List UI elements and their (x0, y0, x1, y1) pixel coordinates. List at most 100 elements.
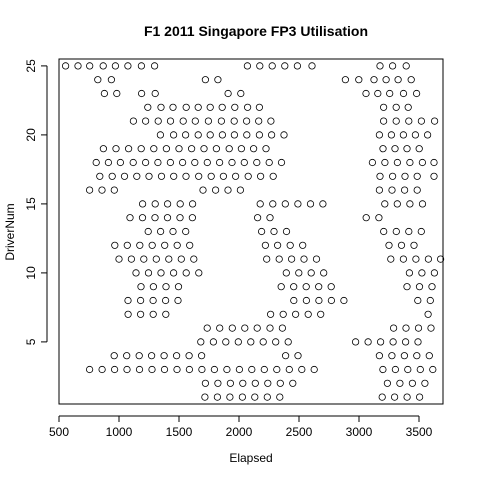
data-points (61, 62, 445, 401)
data-point (387, 255, 395, 263)
data-point (194, 131, 202, 139)
data-point (111, 241, 119, 249)
data-point (282, 227, 291, 236)
x-axis: 500 1000 1500 2000 2500 3000 3500 (49, 415, 433, 439)
data-point (294, 200, 302, 208)
data-point (144, 227, 152, 236)
data-point (281, 200, 289, 208)
data-point (218, 131, 226, 139)
data-point (267, 117, 275, 125)
data-point (273, 241, 282, 249)
data-point (182, 103, 190, 111)
data-point (393, 158, 401, 167)
data-point (436, 255, 445, 263)
data-point (176, 214, 184, 222)
y-tick-label: 15 (24, 197, 38, 211)
data-point (132, 269, 140, 277)
data-point (197, 338, 205, 346)
data-point (256, 62, 264, 70)
data-point (257, 227, 266, 236)
data-point (111, 365, 119, 374)
data-point (191, 117, 199, 125)
data-point (149, 310, 157, 318)
data-point (120, 172, 129, 180)
data-point (189, 200, 197, 208)
data-point (154, 117, 162, 125)
data-point (403, 145, 411, 153)
data-point (362, 89, 370, 98)
data-point (389, 338, 397, 346)
data-point (406, 158, 414, 167)
data-point (248, 365, 256, 374)
data-point (399, 89, 408, 98)
data-point (302, 283, 310, 291)
data-point (404, 365, 412, 374)
data-point (390, 393, 399, 401)
data-point (410, 241, 418, 249)
data-point (281, 352, 290, 360)
data-point (266, 324, 274, 332)
data-point (407, 76, 415, 84)
data-point (262, 145, 270, 153)
y-axis: 5 10 15 20 25 (24, 59, 48, 345)
data-point (290, 283, 298, 291)
data-point (113, 89, 121, 98)
data-point (413, 352, 421, 360)
data-point (144, 269, 153, 277)
data-point (123, 365, 131, 374)
data-point (161, 241, 169, 249)
data-point (162, 296, 170, 305)
data-point (394, 76, 402, 84)
data-point (142, 117, 150, 125)
data-point (151, 89, 159, 98)
data-point (154, 158, 162, 167)
data-point (198, 352, 206, 360)
data-point (218, 103, 226, 111)
data-point (170, 172, 178, 180)
data-point (273, 365, 281, 374)
data-point (230, 117, 238, 125)
data-point (428, 283, 436, 291)
data-point (364, 338, 372, 346)
data-point (374, 89, 382, 98)
data-point (401, 338, 410, 346)
data-point (200, 145, 208, 153)
data-point (402, 324, 410, 332)
data-point (240, 158, 248, 167)
data-point (388, 186, 396, 194)
data-point (145, 172, 153, 180)
data-point (404, 103, 412, 111)
data-point (86, 186, 94, 194)
data-point (430, 269, 438, 277)
data-point (388, 62, 397, 70)
data-point (151, 62, 159, 70)
data-point (284, 338, 292, 346)
data-point (251, 393, 259, 401)
data-point (417, 117, 425, 125)
data-point (424, 255, 432, 263)
data-point (250, 145, 258, 153)
y-axis-label: DriverNum (3, 203, 17, 260)
data-point (417, 227, 425, 236)
data-point (243, 131, 251, 139)
x-tick-label: 2000 (226, 425, 253, 439)
data-point (125, 145, 133, 153)
data-point (136, 241, 144, 249)
data-point (424, 310, 432, 318)
data-point (164, 200, 172, 208)
data-point (327, 296, 335, 305)
data-point (99, 62, 107, 70)
data-point (129, 117, 137, 125)
data-point (110, 352, 118, 360)
data-point (151, 200, 159, 208)
x-tick-label: 500 (49, 425, 69, 439)
x-tick-label: 1500 (166, 425, 193, 439)
data-point (241, 324, 249, 332)
data-point (266, 214, 274, 222)
data-point (169, 227, 177, 236)
data-point (162, 310, 170, 318)
data-point (238, 393, 246, 401)
data-point (281, 62, 289, 70)
data-point (263, 393, 271, 401)
data-point (110, 186, 118, 194)
